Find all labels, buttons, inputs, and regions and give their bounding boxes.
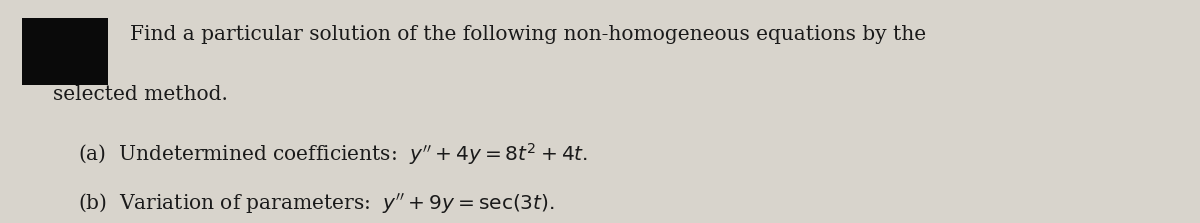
FancyBboxPatch shape: [22, 18, 108, 85]
Text: selected method.: selected method.: [53, 85, 228, 104]
Text: (b)  Variation of parameters:  $y'' + 9y = \sec(3t).$: (b) Variation of parameters: $y'' + 9y =…: [78, 192, 554, 216]
Text: Find a particular solution of the following non-homogeneous equations by the: Find a particular solution of the follow…: [130, 25, 925, 44]
Text: (a)  Undetermined coefficients:  $y'' + 4y = 8t^2 + 4t.$: (a) Undetermined coefficients: $y'' + 4y…: [78, 141, 588, 167]
